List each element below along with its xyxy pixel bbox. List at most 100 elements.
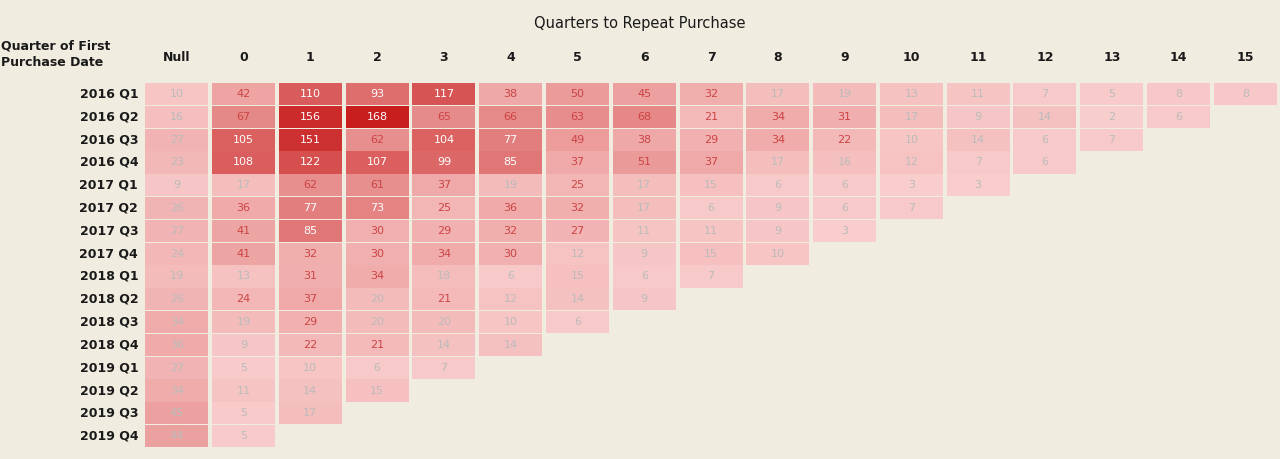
Text: 15: 15: [571, 271, 585, 281]
Bar: [613, 151, 676, 174]
Bar: [1014, 174, 1076, 196]
Bar: [1213, 174, 1277, 196]
Text: 8: 8: [1242, 89, 1249, 99]
Text: 2016 Q3: 2016 Q3: [79, 133, 138, 146]
Bar: [879, 425, 943, 447]
Text: 11: 11: [704, 226, 718, 236]
Text: 14: 14: [303, 386, 317, 396]
Bar: [613, 334, 676, 356]
Bar: [813, 288, 876, 310]
Bar: [547, 129, 609, 151]
Text: 14: 14: [1038, 112, 1052, 122]
Bar: [1014, 311, 1076, 333]
Text: 6: 6: [640, 51, 649, 64]
Text: 32: 32: [704, 89, 718, 99]
Text: 67: 67: [237, 112, 251, 122]
Text: 2018 Q4: 2018 Q4: [79, 338, 138, 352]
Bar: [746, 83, 809, 105]
Text: 14: 14: [1170, 51, 1188, 64]
Bar: [1213, 380, 1277, 402]
Text: 93: 93: [370, 89, 384, 99]
Text: 19: 19: [837, 89, 851, 99]
Bar: [412, 197, 475, 219]
Bar: [279, 220, 342, 242]
Text: 9: 9: [840, 51, 849, 64]
Bar: [1014, 106, 1076, 128]
Text: 32: 32: [571, 203, 585, 213]
Bar: [1080, 83, 1143, 105]
Text: 27: 27: [571, 226, 585, 236]
Bar: [547, 357, 609, 379]
Bar: [813, 311, 876, 333]
Bar: [146, 311, 209, 333]
Bar: [879, 311, 943, 333]
Text: 34: 34: [370, 271, 384, 281]
Text: 51: 51: [637, 157, 652, 168]
Bar: [146, 334, 209, 356]
Bar: [680, 174, 742, 196]
Bar: [613, 380, 676, 402]
Text: 11: 11: [237, 386, 251, 396]
Bar: [547, 288, 609, 310]
Text: 11: 11: [972, 89, 986, 99]
Bar: [1147, 380, 1210, 402]
Bar: [613, 311, 676, 333]
Bar: [1213, 243, 1277, 265]
Bar: [613, 197, 676, 219]
Bar: [947, 83, 1010, 105]
Bar: [813, 197, 876, 219]
Bar: [879, 380, 943, 402]
Bar: [1014, 83, 1076, 105]
Bar: [1147, 402, 1210, 425]
Bar: [279, 311, 342, 333]
Text: 21: 21: [370, 340, 384, 350]
Text: 21: 21: [436, 294, 451, 304]
Bar: [813, 129, 876, 151]
Text: 45: 45: [637, 89, 652, 99]
Bar: [947, 243, 1010, 265]
Bar: [547, 83, 609, 105]
Text: 18: 18: [436, 271, 451, 281]
Bar: [1080, 220, 1143, 242]
Bar: [346, 129, 408, 151]
Bar: [279, 106, 342, 128]
Bar: [479, 265, 543, 287]
Text: 10: 10: [303, 363, 317, 373]
Bar: [212, 311, 275, 333]
Bar: [680, 425, 742, 447]
Bar: [680, 311, 742, 333]
Text: 77: 77: [303, 203, 317, 213]
Text: 3: 3: [908, 180, 915, 190]
Text: 8: 8: [773, 51, 782, 64]
Bar: [746, 334, 809, 356]
Text: 8: 8: [1175, 89, 1183, 99]
Bar: [412, 288, 475, 310]
Bar: [412, 151, 475, 174]
Text: 2016 Q4: 2016 Q4: [79, 156, 138, 169]
Bar: [479, 357, 543, 379]
Text: 27: 27: [170, 134, 184, 145]
Bar: [746, 129, 809, 151]
Bar: [1213, 334, 1277, 356]
Text: 2016 Q2: 2016 Q2: [79, 110, 138, 123]
Bar: [947, 357, 1010, 379]
Bar: [279, 151, 342, 174]
Bar: [947, 311, 1010, 333]
Bar: [947, 402, 1010, 425]
Text: 61: 61: [370, 180, 384, 190]
Bar: [1080, 334, 1143, 356]
Text: 15: 15: [1236, 51, 1254, 64]
Bar: [680, 151, 742, 174]
Bar: [1213, 288, 1277, 310]
Bar: [346, 220, 408, 242]
Text: 10: 10: [504, 317, 517, 327]
Text: 66: 66: [504, 112, 517, 122]
Bar: [613, 425, 676, 447]
Bar: [1147, 220, 1210, 242]
Text: 22: 22: [837, 134, 851, 145]
Bar: [813, 83, 876, 105]
Text: 5: 5: [241, 363, 247, 373]
Text: 15: 15: [370, 386, 384, 396]
Text: 34: 34: [170, 317, 184, 327]
Text: 2019 Q3: 2019 Q3: [79, 407, 138, 420]
